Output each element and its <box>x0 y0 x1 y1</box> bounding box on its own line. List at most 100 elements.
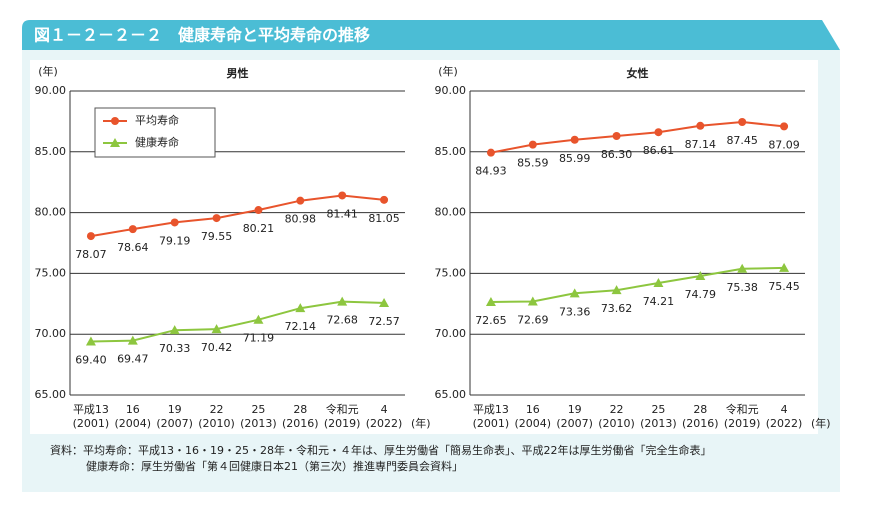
point <box>295 303 306 313</box>
chart-title: 女性 <box>627 66 649 80</box>
point <box>612 131 621 140</box>
point <box>85 336 96 346</box>
y-axis-label: (年) <box>38 64 58 78</box>
y-tick-label: 70.00 <box>435 327 467 340</box>
source-line: 健康寿命：厚生労働省「第４回健康日本21（第三次）推進専門委員会資料」 <box>86 459 463 473</box>
point <box>127 335 138 345</box>
legend-box <box>94 107 216 158</box>
x-tick-label: 令和元 <box>326 402 359 416</box>
x-axis-label: (年) <box>411 416 431 430</box>
point <box>569 288 580 298</box>
data-label: 72.14 <box>285 320 317 333</box>
figure-title: 図１－２－２－２ 健康寿命と平均寿命の推移 <box>34 26 370 45</box>
data-label: 75.38 <box>726 281 758 294</box>
data-label: 84.93 <box>475 165 507 178</box>
source-line: 資料：平均寿命：平成13・16・19・25・28年・令和元・４年は、厚生労働省「… <box>50 443 711 457</box>
series-line <box>90 194 385 238</box>
x-tick-label: (2001) <box>473 417 510 430</box>
data-label: 70.33 <box>159 342 191 355</box>
data-label: 71.19 <box>243 332 275 345</box>
y-tick-label: 75.00 <box>435 266 467 279</box>
x-tick-label: (2016) <box>682 417 719 430</box>
series-line <box>490 120 785 154</box>
data-label: 87.14 <box>685 138 717 151</box>
data-label: 74.21 <box>643 295 675 308</box>
data-label: 85.99 <box>559 152 591 165</box>
x-tick-label: (2016) <box>282 417 319 430</box>
data-label: 87.09 <box>768 138 800 151</box>
x-tick-label: 25 <box>251 403 265 416</box>
point <box>296 196 305 205</box>
point <box>695 270 706 280</box>
point <box>779 262 790 272</box>
data-label: 80.98 <box>285 213 317 226</box>
point <box>570 135 579 144</box>
point <box>211 324 222 334</box>
y-tick-label: 85.00 <box>35 145 67 158</box>
data-label: 87.45 <box>726 134 758 147</box>
x-tick-label: 16 <box>526 403 540 416</box>
x-tick-label: 4 <box>781 403 788 416</box>
x-tick-label: 28 <box>693 403 707 416</box>
x-tick-label: (2013) <box>640 417 677 430</box>
point <box>780 122 789 131</box>
x-tick-label: 16 <box>126 403 140 416</box>
y-tick-label: 80.00 <box>35 206 67 219</box>
point <box>254 206 263 215</box>
point <box>212 214 221 223</box>
data-label: 85.59 <box>517 157 549 170</box>
x-tick-label: (2010) <box>598 417 635 430</box>
data-label: 79.55 <box>201 230 233 243</box>
x-tick-label: (2019) <box>724 417 761 430</box>
x-tick-label: (2007) <box>556 417 593 430</box>
x-tick-label: (2004) <box>115 417 152 430</box>
legend-marker <box>111 117 119 125</box>
header-bar <box>22 20 840 50</box>
point <box>86 232 95 241</box>
data-label: 72.57 <box>368 315 400 328</box>
data-label: 74.79 <box>685 288 717 301</box>
data-label: 80.21 <box>243 222 275 235</box>
point <box>611 285 622 295</box>
series-line <box>90 300 385 343</box>
point <box>737 263 748 273</box>
point <box>170 218 179 227</box>
chart-title: 男性 <box>227 66 249 80</box>
data-label: 86.30 <box>601 148 633 161</box>
x-tick-label: 平成13 <box>73 403 109 416</box>
x-tick-label: 4 <box>381 403 388 416</box>
x-tick-label: (2007) <box>156 417 193 430</box>
y-tick-label: 65.00 <box>35 388 67 401</box>
data-label: 73.62 <box>601 302 633 315</box>
y-tick-label: 90.00 <box>435 84 467 97</box>
x-tick-label: 22 <box>210 403 224 416</box>
data-label: 75.45 <box>768 280 800 293</box>
data-label: 72.65 <box>475 314 507 327</box>
y-tick-label: 85.00 <box>435 145 467 158</box>
data-label: 86.61 <box>643 144 675 157</box>
y-axis-label: (年) <box>438 64 458 78</box>
point <box>527 296 538 306</box>
point <box>253 314 264 324</box>
x-tick-label: 19 <box>168 403 182 416</box>
data-label: 70.42 <box>201 341 233 354</box>
x-tick-label: 28 <box>293 403 307 416</box>
point <box>696 121 705 130</box>
data-label: 79.19 <box>159 234 191 247</box>
point <box>379 297 390 307</box>
x-tick-label: (2004) <box>515 417 552 430</box>
x-tick-label: (2022) <box>766 417 803 430</box>
point <box>128 225 137 234</box>
y-tick-label: 75.00 <box>35 266 67 279</box>
data-label: 72.68 <box>326 314 358 327</box>
point <box>337 296 348 306</box>
point <box>338 191 347 200</box>
point <box>380 195 389 204</box>
data-label: 81.41 <box>326 207 358 220</box>
y-tick-label: 70.00 <box>35 327 67 340</box>
legend-marker <box>110 138 120 147</box>
x-tick-label: 25 <box>651 403 665 416</box>
point <box>486 148 495 157</box>
x-tick-label: (2019) <box>324 417 361 430</box>
